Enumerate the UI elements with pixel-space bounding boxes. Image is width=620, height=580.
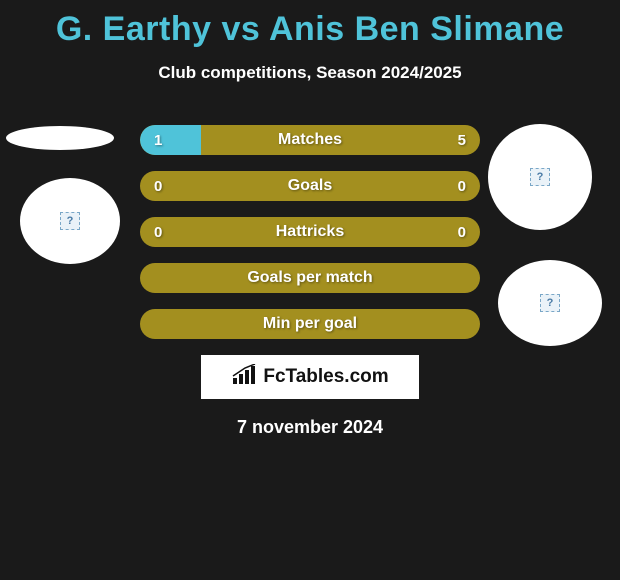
placeholder-icon: ?: [540, 294, 560, 312]
stat-label: Min per goal: [263, 315, 357, 333]
placeholder-icon: ?: [60, 212, 80, 230]
logo-badge: FcTables.com: [201, 355, 419, 399]
stat-right-value: 0: [458, 224, 466, 241]
date-text: 7 november 2024: [0, 417, 620, 438]
stat-row: Min per goal: [140, 309, 480, 339]
stat-right-value: 0: [458, 178, 466, 195]
decor-ellipse: [6, 126, 114, 150]
placeholder-icon: ?: [530, 168, 550, 186]
subtitle: Club competitions, Season 2024/2025: [0, 63, 620, 83]
stat-left-value: 0: [154, 224, 162, 241]
stat-row: 0 Goals 0: [140, 171, 480, 201]
decor-ellipse: ?: [498, 260, 602, 346]
stats-list: 1 Matches 5 0 Goals 0 0 Hattricks 0 Goals per mat…: [140, 125, 480, 339]
stat-row: Goals per match: [140, 263, 480, 293]
stat-left-value: 0: [154, 178, 162, 195]
stat-left-value: 1: [154, 132, 162, 149]
logo-text: FcTables.com: [263, 366, 388, 388]
stat-fill-left: [140, 125, 201, 155]
decor-ellipse: ?: [488, 124, 592, 230]
stat-row: 1 Matches 5: [140, 125, 480, 155]
decor-ellipse: ?: [20, 178, 120, 264]
stat-label: Goals: [288, 177, 332, 195]
page-title: G. Earthy vs Anis Ben Slimane: [0, 0, 620, 49]
stat-right-value: 5: [458, 132, 466, 149]
stat-label: Matches: [278, 131, 342, 149]
stat-row: 0 Hattricks 0: [140, 217, 480, 247]
stat-label: Goals per match: [247, 269, 372, 287]
stat-label: Hattricks: [276, 223, 344, 241]
chart-icon: [231, 364, 259, 391]
